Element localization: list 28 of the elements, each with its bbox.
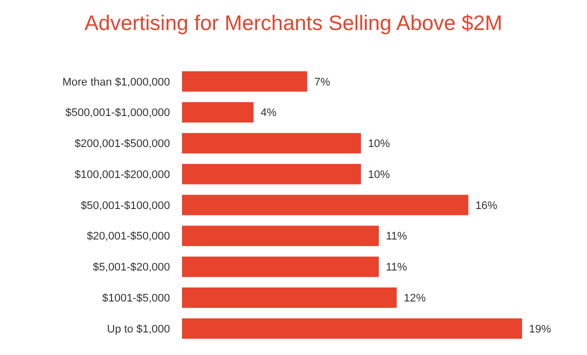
data-label: 10% [368, 138, 390, 150]
bar [182, 102, 254, 123]
y-tick-label: $500,001-$1,000,000 [65, 107, 170, 120]
y-tick-label: $5,001-$20,000 [92, 262, 170, 274]
data-label: 4% [260, 107, 277, 120]
y-tick-label: $1001-$5,000 [102, 292, 170, 305]
bar [182, 318, 522, 339]
bar [182, 256, 379, 277]
data-label: 16% [475, 200, 498, 212]
y-tick-label: $20,001-$50,000 [86, 230, 170, 243]
y-tick-label: $200,001-$500,000 [74, 138, 170, 150]
data-label: 11% [386, 230, 408, 243]
bar [182, 164, 361, 184]
data-label: 7% [314, 76, 330, 88]
data-label: 10% [368, 168, 390, 181]
chart-title: Advertising for Merchants Selling Above $2M [84, 12, 502, 35]
y-tick-label: More than $1,000,000 [62, 76, 170, 88]
y-tick-label: $50,001-$100,000 [80, 200, 170, 212]
data-label: 12% [404, 292, 426, 305]
y-tick-label: $100,001-$200,000 [74, 168, 170, 181]
y-tick-label: Up to $1,000 [107, 323, 170, 336]
data-label: 11% [386, 262, 408, 274]
bar [182, 226, 379, 246]
bar [182, 194, 468, 216]
bar [182, 133, 361, 154]
data-label: 19% [529, 323, 552, 336]
bar [182, 287, 397, 308]
bar [182, 71, 308, 92]
